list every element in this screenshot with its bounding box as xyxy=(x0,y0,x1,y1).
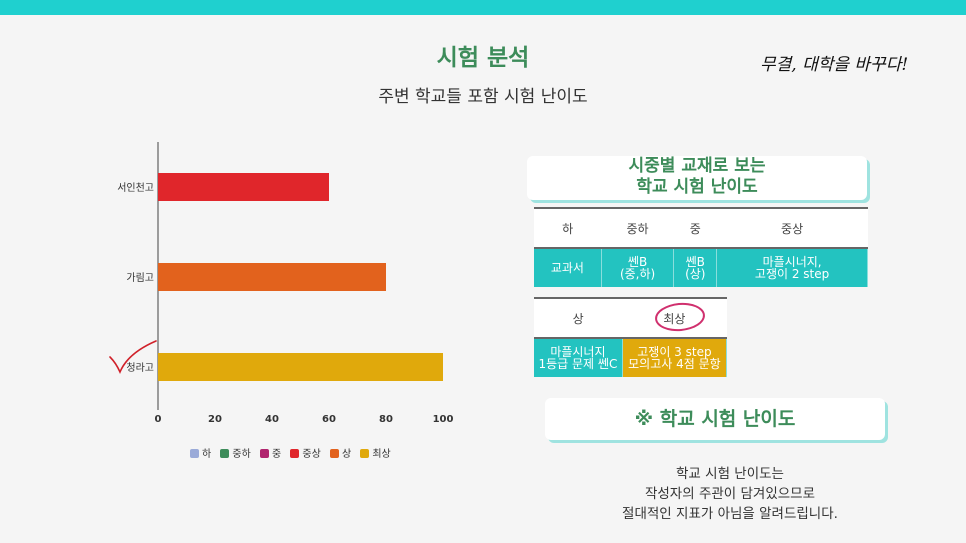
legend-item: 중상 xyxy=(290,445,321,460)
cell-line: 1등급 문제 쎈C xyxy=(538,357,618,371)
x-tick-label: 0 xyxy=(155,414,162,425)
note-line: 작성자의 주관이 담겨있으므로 xyxy=(644,486,816,502)
cell-line: 쎈B xyxy=(627,255,648,269)
legend-swatch xyxy=(329,449,339,458)
legend-label: 최상 xyxy=(372,449,391,460)
difficulty-table-1: 하 중하 중 중상 교과서 쎈B (중,하) 쎈B (상) 마플시너지, 고쟁이 2 … xyxy=(534,207,868,287)
legend-label: 중상 xyxy=(302,449,321,460)
disclaimer-note: 학교 시험 난이도는 작성자의 주관이 담겨있으므로 절대적인 지표가 아님을 … xyxy=(560,464,900,524)
table-cell: 쎈B (중,하) xyxy=(601,248,675,287)
legend-item: 중 xyxy=(259,445,282,460)
check-mark-icon xyxy=(109,340,157,375)
cell-line: 마플시너지 xyxy=(550,345,606,359)
legend-label: 하 xyxy=(202,449,212,460)
bar xyxy=(158,263,386,291)
table-row: 교과서 쎈B (중,하) 쎈B (상) 마플시너지, 고쟁이 2 step xyxy=(534,248,868,287)
y-tick-label: 가림고 xyxy=(126,272,154,284)
table-header-cell: 상 xyxy=(534,297,623,339)
page-title: 시험 분석 xyxy=(436,45,530,71)
difficulty-table-2: 상 최상 마플시너지 1등급 문제 쎈C 고쟁이 3 step 모의고사 4점 문항 xyxy=(534,297,728,377)
legend-swatch xyxy=(360,449,370,458)
textbook-difficulty-card: 시중별 교재로 보는 학교 시험 난이도 xyxy=(527,156,867,200)
slogan-text: 무결, 대학을 바꾸다! xyxy=(760,55,909,75)
card-title-line1: 시중별 교재로 보는 xyxy=(628,156,766,176)
page-subtitle: 주변 학교들 포함 시험 난이도 xyxy=(378,87,588,107)
legend-swatch xyxy=(220,449,230,458)
note-line: 절대적인 지표가 아님을 알려드립니다. xyxy=(622,506,838,522)
x-tick-label: 80 xyxy=(379,414,393,425)
legend-item: 중하 xyxy=(220,445,251,460)
y-tick-label: 청라고 xyxy=(126,362,154,374)
legend-item: 상 xyxy=(329,445,352,460)
school-difficulty-card: ※ 학교 시험 난이도 xyxy=(545,398,885,440)
legend-swatch xyxy=(290,449,300,458)
top-accent-bar xyxy=(0,0,966,15)
cell-line: 고쟁이 3 step xyxy=(637,345,712,359)
chart-legend: 하 중하 중 중상 상 최상 xyxy=(190,445,397,460)
note-line: 학교 시험 난이도는 xyxy=(676,466,784,482)
table-cell: 마플시너지 1등급 문제 쎈C xyxy=(534,338,623,377)
table-header-cell: 하 xyxy=(534,207,602,249)
x-tick-label: 40 xyxy=(265,414,279,425)
table-row: 마플시너지 1등급 문제 쎈C 고쟁이 3 step 모의고사 4점 문항 xyxy=(534,338,728,377)
table-cell: 마플시너지, 고쟁이 2 step xyxy=(716,248,868,287)
cell-line: 마플시너지, xyxy=(762,255,822,269)
x-tick-label: 100 xyxy=(433,414,454,425)
cell-line: 쎈B xyxy=(685,255,705,269)
cell-line: (중,하) xyxy=(619,267,656,281)
table-header-row: 상 최상 xyxy=(534,297,727,339)
table-header-cell: 중 xyxy=(673,207,717,249)
legend-item: 하 xyxy=(190,445,211,460)
cell-line: 모의고사 4점 문항 xyxy=(628,357,721,371)
legend-label: 중 xyxy=(271,449,282,460)
bar xyxy=(158,173,329,201)
cell-line: 교과서 xyxy=(550,261,584,275)
cell-line: (상) xyxy=(685,267,706,281)
bar xyxy=(158,353,443,381)
legend-item: 최상 xyxy=(360,445,391,460)
legend-label: 상 xyxy=(341,449,352,460)
table-header-row: 하 중하 중 중상 xyxy=(534,207,868,249)
table-header-cell: 중상 xyxy=(716,207,868,249)
y-tick-label: 서인천고 xyxy=(117,182,154,194)
table-header-cell: 최상 xyxy=(622,297,727,339)
card-title-line2: 학교 시험 난이도 xyxy=(636,177,758,197)
legend-swatch xyxy=(259,449,269,458)
table-cell: 고쟁이 3 step 모의고사 4점 문항 xyxy=(622,338,728,377)
legend-label: 중하 xyxy=(232,449,251,460)
legend-swatch xyxy=(190,449,199,458)
table-cell: 교과서 xyxy=(534,248,602,287)
cell-line: 고쟁이 2 step xyxy=(754,267,830,281)
table-cell: 쎈B (상) xyxy=(673,248,718,287)
x-tick-label: 60 xyxy=(322,414,336,425)
x-tick-label: 20 xyxy=(208,414,222,425)
table-header-cell: 중하 xyxy=(601,207,674,249)
